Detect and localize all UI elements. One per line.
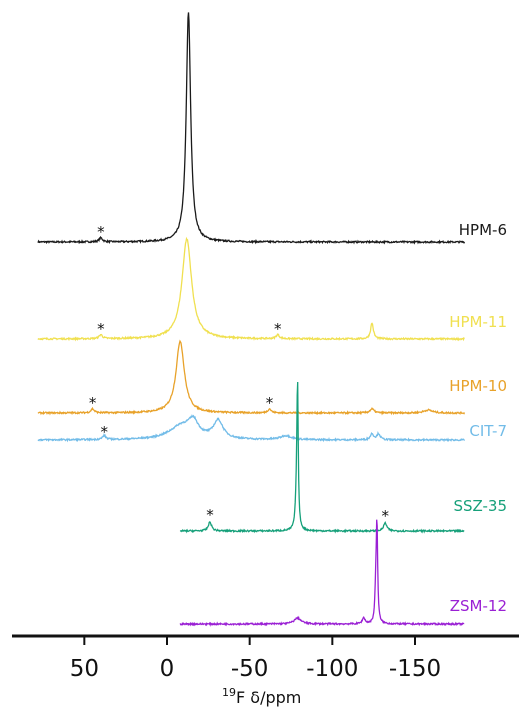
trace-hpm-6 [37, 12, 466, 245]
trace-cit-7 [37, 414, 466, 443]
sideband-marker: * [206, 506, 214, 524]
spectra-traces [37, 12, 466, 627]
x-tick-label: 50 [70, 656, 99, 682]
x-axis-title-text: F δ/ppm [236, 688, 301, 707]
sideband-marker: * [274, 320, 282, 338]
x-tick-label: -100 [306, 656, 358, 682]
sideband-marker: * [100, 423, 108, 441]
x-axis-title: 19F δ/ppm [222, 686, 301, 707]
series-label-hpm-10: HPM-10 [449, 377, 507, 395]
sideband-markers: ** ** *** * [89, 223, 390, 525]
trace-hpm-11 [37, 236, 465, 342]
series-labels: HPM-6 HPM-11 HPM-10 CIT-7 SSZ-35 ZSM-12 [449, 221, 507, 615]
sideband-marker: * [381, 507, 389, 525]
series-label-zsm-12: ZSM-12 [450, 597, 507, 615]
sideband-marker: * [97, 223, 105, 241]
x-tick-label: -50 [231, 656, 269, 682]
x-axis-ticks: 50 0 -50 -100 -150 [70, 636, 441, 682]
sideband-marker: * [89, 394, 97, 412]
series-label-cit-7: CIT-7 [469, 422, 507, 440]
trace-ssz-35 [179, 382, 465, 534]
series-label-hpm-11: HPM-11 [449, 313, 507, 331]
sideband-marker: * [266, 394, 274, 412]
x-axis-title-superscript: 19 [222, 686, 236, 699]
x-tick-label: 0 [160, 656, 175, 682]
trace-zsm-12 [179, 519, 465, 627]
series-label-hpm-6: HPM-6 [459, 221, 507, 239]
x-axis: 50 0 -50 -100 -150 19F δ/ppm [12, 634, 519, 707]
series-label-ssz-35: SSZ-35 [453, 497, 507, 515]
x-tick-label: -150 [389, 656, 441, 682]
sideband-marker: * [97, 320, 105, 338]
trace-hpm-10 [37, 339, 466, 416]
